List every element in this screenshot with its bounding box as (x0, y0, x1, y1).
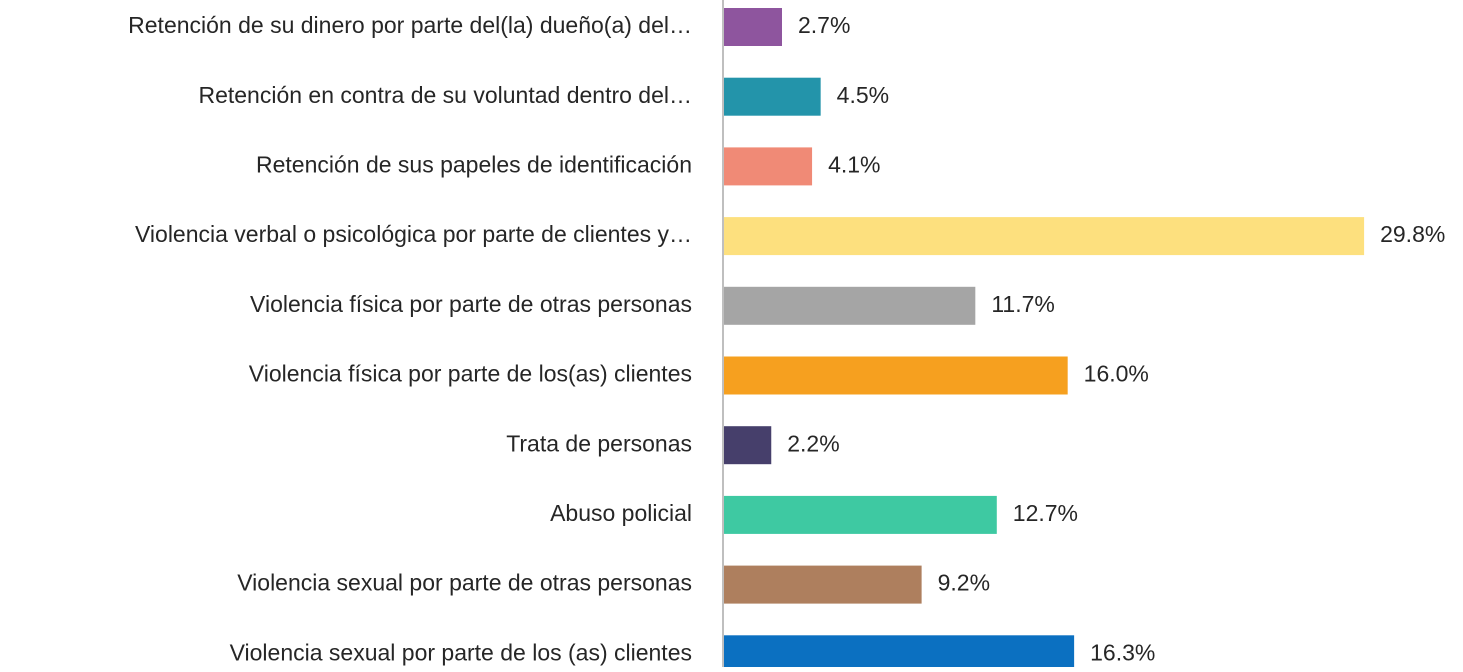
category-label: Violencia sexual por parte de los (as) c… (230, 639, 692, 665)
value-label: 29.8% (1380, 221, 1445, 247)
category-label: Violencia física por parte de los(as) cl… (249, 361, 692, 387)
bar (724, 217, 1365, 256)
category-label: Retención de sus papeles de identificaci… (256, 151, 692, 177)
bar (724, 635, 1075, 672)
category-label: Abuso policial (550, 500, 692, 526)
category-label: Violencia verbal o psicológica por parte… (135, 221, 692, 247)
category-label: Retención de su dinero por parte del(la)… (128, 12, 692, 38)
category-label: Violencia física por parte de otras pers… (250, 291, 692, 317)
bar (724, 426, 772, 465)
category-label: Violencia sexual por parte de otras pers… (237, 570, 692, 596)
value-label: 11.7% (991, 291, 1055, 317)
bar (724, 495, 997, 534)
bar (724, 77, 821, 116)
value-label: 2.2% (787, 430, 839, 456)
category-label: Retención en contra de su voluntad dentr… (198, 82, 692, 108)
value-label: 4.5% (837, 82, 889, 108)
value-label: 4.1% (828, 151, 880, 177)
bar (724, 147, 813, 186)
category-label: Trata de personas (506, 430, 692, 456)
value-label: 16.0% (1084, 361, 1149, 387)
value-label: 12.7% (1013, 500, 1078, 526)
bar (724, 565, 922, 604)
bar (724, 8, 782, 46)
value-label: 2.7% (798, 12, 850, 38)
bar (724, 356, 1068, 395)
value-label: 9.2% (938, 570, 990, 596)
bar (724, 286, 976, 325)
value-label: 16.3% (1090, 639, 1155, 665)
